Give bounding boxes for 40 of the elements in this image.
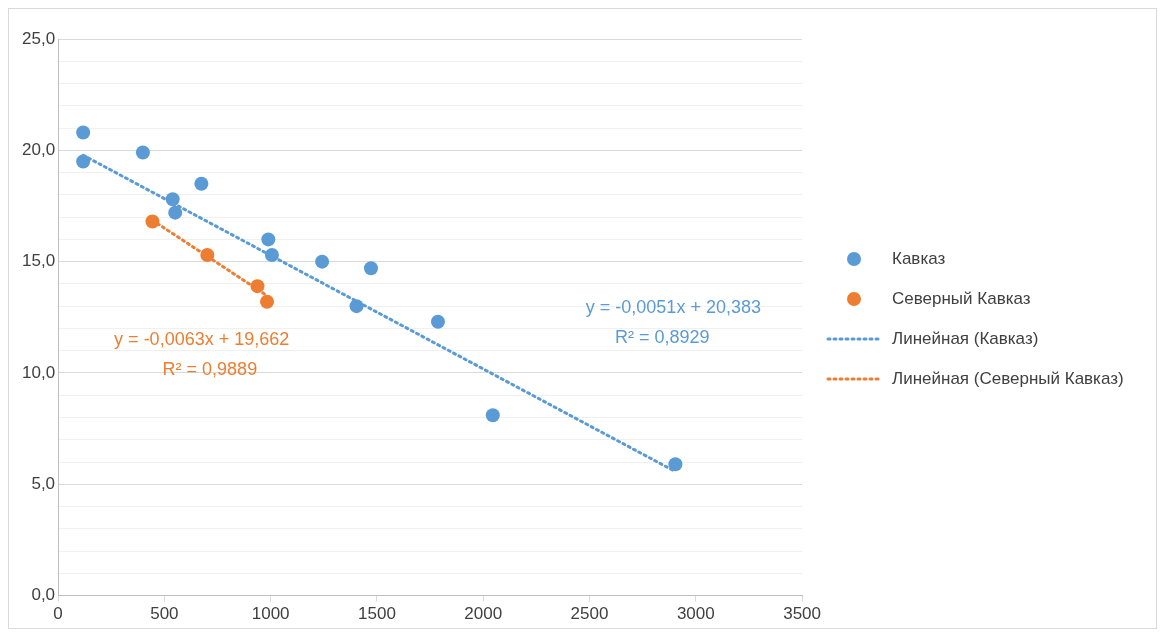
point xyxy=(76,125,91,140)
legend-label: Линейная (Кавказ) xyxy=(892,328,1039,349)
annotation: y = -0,0051x + 20,383 xyxy=(585,296,761,317)
point xyxy=(168,205,183,220)
point xyxy=(261,232,276,247)
x-tick-label: 1000 xyxy=(251,604,290,624)
point xyxy=(200,247,215,262)
point xyxy=(145,214,160,229)
point xyxy=(349,299,364,314)
x-tick-label: 500 xyxy=(150,604,179,624)
legend-label: Северный Кавказ xyxy=(892,288,1031,309)
point xyxy=(165,192,180,207)
x-tick-label: 2000 xyxy=(464,604,503,624)
y-tick-label: 10,0 xyxy=(21,362,56,382)
legend-label: Линейная (Северный Кавказ) xyxy=(892,368,1124,389)
point xyxy=(260,294,275,309)
point xyxy=(264,247,279,262)
annotation: y = -0,0063x + 19,662 xyxy=(114,329,290,350)
y-tick-label: 0,0 xyxy=(31,585,56,605)
legend-label: Кавказ xyxy=(892,248,946,269)
y-tick-label: 5,0 xyxy=(31,473,56,493)
point xyxy=(430,314,445,329)
point xyxy=(76,154,91,169)
point xyxy=(315,254,330,269)
point xyxy=(485,408,500,423)
y-tick-label: 25,0 xyxy=(21,28,56,48)
y-tick-label: 15,0 xyxy=(21,251,56,271)
point xyxy=(135,145,150,160)
point xyxy=(668,457,683,472)
x-tick-label: 2500 xyxy=(570,604,609,624)
annotation: R² = 0,9889 xyxy=(162,358,258,379)
x-tick-label: 3000 xyxy=(676,604,715,624)
x-tick-label: 1500 xyxy=(358,604,396,624)
x-tick-label: 0 xyxy=(53,604,63,624)
point xyxy=(250,279,265,294)
annotation: R² = 0,8929 xyxy=(614,326,710,347)
point xyxy=(194,176,209,191)
x-tick-label: 3500 xyxy=(783,604,821,624)
y-tick-label: 20,0 xyxy=(21,140,56,160)
point xyxy=(363,261,378,276)
